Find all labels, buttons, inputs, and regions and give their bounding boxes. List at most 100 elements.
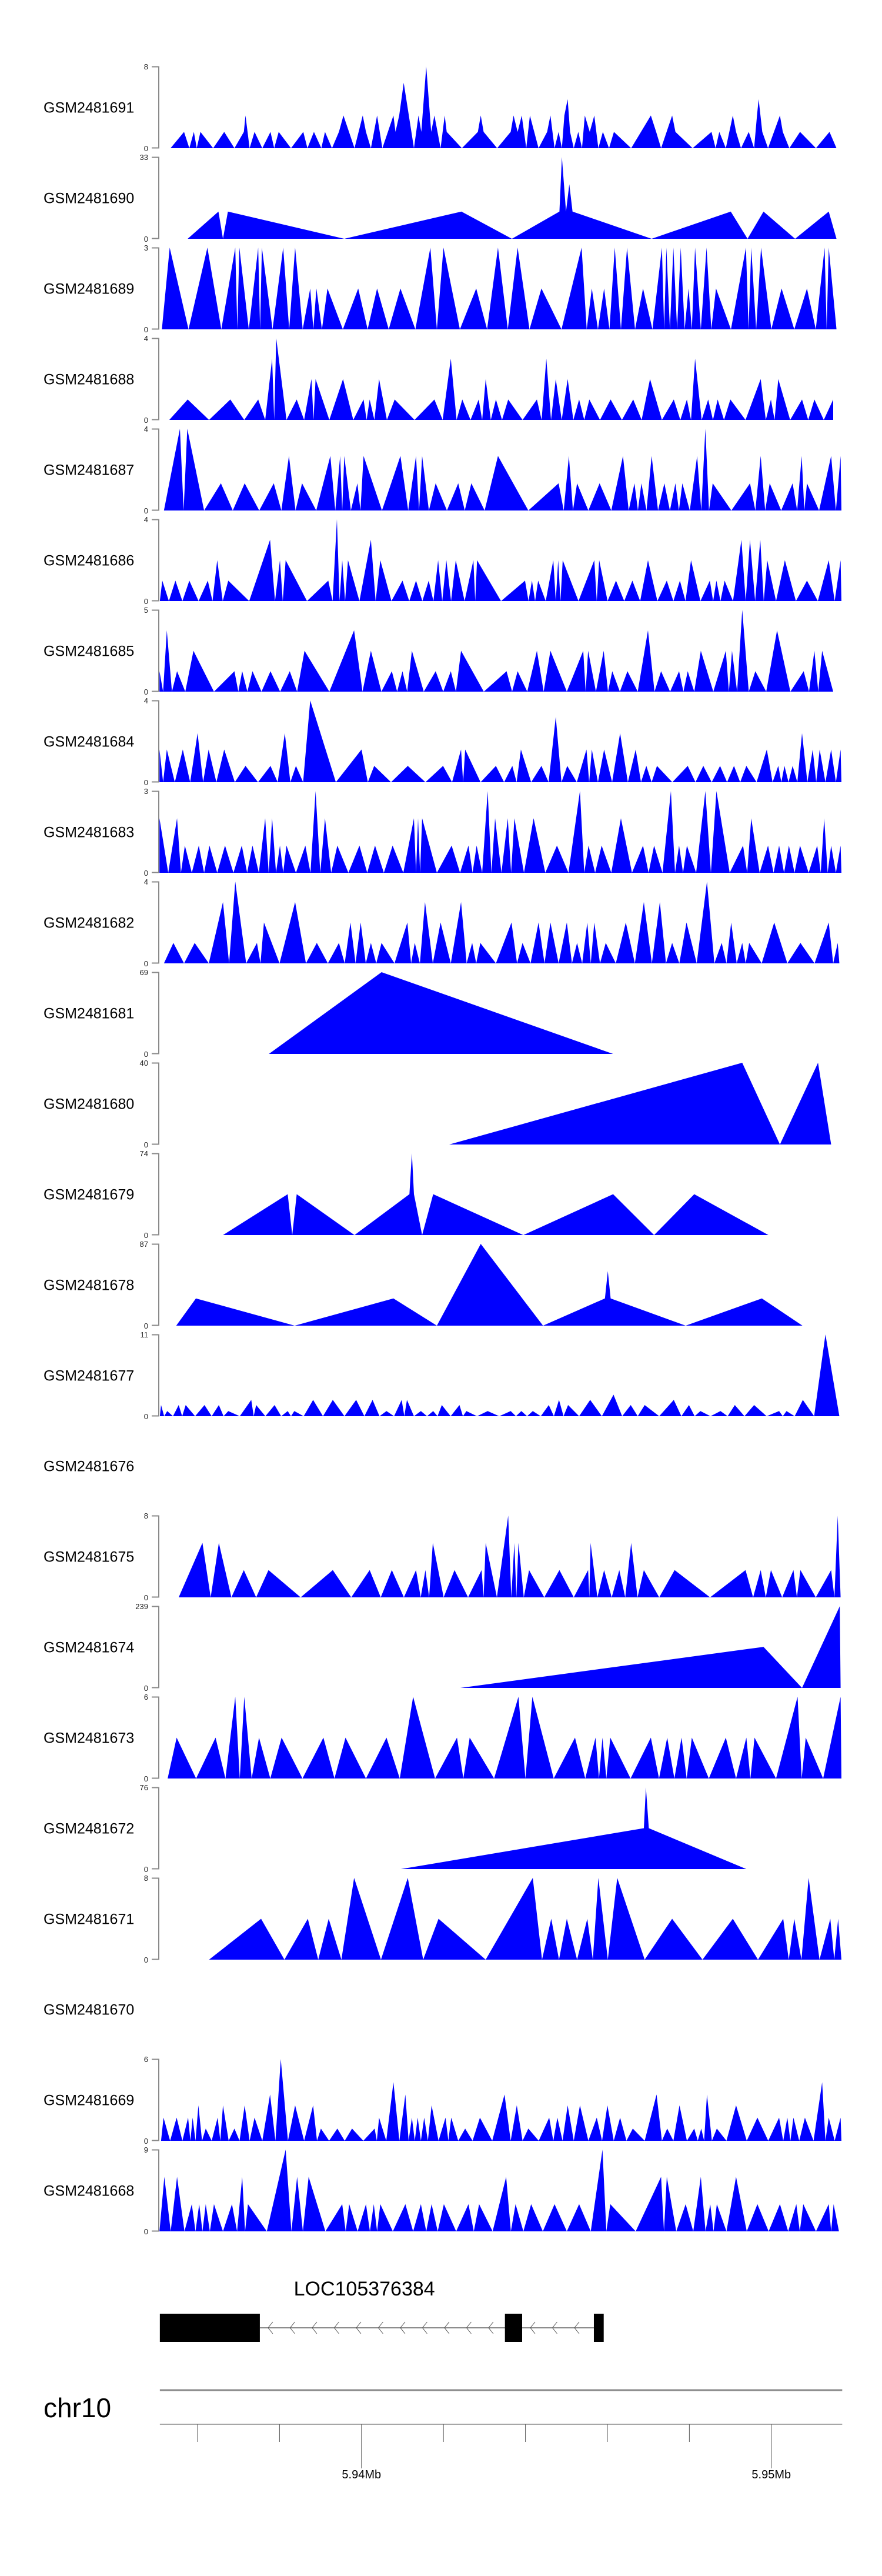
y-tick-min: 0 xyxy=(144,688,148,696)
coverage-area xyxy=(209,1878,841,1960)
coverage-area xyxy=(460,1606,841,1688)
y-tick-max: 74 xyxy=(140,1149,148,1158)
y-tick-max: 76 xyxy=(140,1783,148,1792)
track-label: GSM2481688 xyxy=(44,372,134,388)
axis-tick-label: 5.95Mb xyxy=(751,2468,791,2481)
track-label: GSM2481674 xyxy=(44,1640,134,1656)
y-axis xyxy=(152,700,159,783)
track-GSM2481681: GSM2481681 69 0 xyxy=(44,968,613,1059)
track-GSM2481679: GSM2481679 74 0 xyxy=(44,1149,769,1240)
track-label: GSM2481691 xyxy=(44,100,134,116)
track-GSM2481670: GSM2481670 xyxy=(44,2002,134,2018)
y-tick-min: 0 xyxy=(144,1684,148,1693)
coverage-area xyxy=(168,1697,842,1778)
y-tick-max: 6 xyxy=(144,1693,148,1701)
y-axis xyxy=(152,881,159,964)
y-axis xyxy=(152,1062,159,1145)
track-label: GSM2481668 xyxy=(44,2183,134,2200)
track-GSM2481675: GSM2481675 8 0 xyxy=(44,1511,841,1602)
y-tick-max: 8 xyxy=(144,62,148,71)
coverage-area xyxy=(159,791,842,873)
track-label: GSM2481680 xyxy=(44,1096,134,1113)
coverage-area xyxy=(400,1787,747,1869)
y-tick-max: 6 xyxy=(144,2055,148,2064)
track-label: GSM2481678 xyxy=(44,1277,134,1294)
y-tick-max: 87 xyxy=(140,1240,148,1249)
track-label: GSM2481682 xyxy=(44,915,134,932)
track-GSM2481677: GSM2481677 11 0 xyxy=(44,1330,840,1421)
y-tick-min: 0 xyxy=(144,869,148,877)
y-tick-max: 4 xyxy=(144,425,148,433)
y-tick-max: 4 xyxy=(144,877,148,886)
track-label: GSM2481677 xyxy=(44,1368,134,1384)
y-tick-min: 0 xyxy=(144,1956,148,1964)
strand-chevron-icon xyxy=(377,2321,383,2334)
y-axis xyxy=(152,1877,159,1960)
track-label: GSM2481683 xyxy=(44,825,134,841)
y-axis xyxy=(152,1787,159,1870)
track-GSM2481676: GSM2481676 xyxy=(44,1459,134,1475)
y-tick-max: 8 xyxy=(144,1511,148,1520)
track-GSM2481684: GSM2481684 4 0 xyxy=(44,696,842,787)
y-tick-max: 8 xyxy=(144,1874,148,1883)
coverage-area xyxy=(188,157,837,239)
y-axis xyxy=(152,156,159,239)
y-tick-max: 4 xyxy=(144,696,148,705)
y-tick-max: 4 xyxy=(144,515,148,524)
y-tick-max: 69 xyxy=(140,968,148,977)
coverage-area xyxy=(159,700,842,782)
track-label: GSM2481669 xyxy=(44,2093,134,2109)
track-GSM2481672: GSM2481672 76 0 xyxy=(44,1783,747,1874)
track-GSM2481688: GSM2481688 4 0 xyxy=(44,334,833,425)
strand-chevron-icon xyxy=(400,2321,406,2334)
strand-chevron-icon xyxy=(530,2321,536,2334)
y-tick-min: 0 xyxy=(144,2227,148,2236)
coverage-area xyxy=(269,972,613,1054)
y-tick-max: 3 xyxy=(144,787,148,796)
y-tick-max: 3 xyxy=(144,243,148,252)
coverage-area xyxy=(178,1516,841,1597)
coverage-area xyxy=(223,1153,769,1235)
track-label: GSM2481676 xyxy=(44,1459,134,1475)
y-axis xyxy=(152,247,159,330)
y-axis xyxy=(152,1153,159,1236)
strand-chevron-icon xyxy=(422,2321,427,2334)
track-GSM2481671: GSM2481671 8 0 xyxy=(44,1874,841,1964)
exon xyxy=(593,2314,604,2342)
coverage-area xyxy=(176,1244,803,1326)
track-label: GSM2481686 xyxy=(44,553,134,569)
track-label: GSM2481673 xyxy=(44,1730,134,1747)
coverage-area xyxy=(161,2059,841,2141)
strand-chevron-icon xyxy=(552,2321,557,2334)
coverage-area xyxy=(449,1063,831,1144)
coverage-area xyxy=(159,1334,840,1416)
strand-chevron-icon xyxy=(268,2321,273,2334)
coverage-area xyxy=(171,66,837,148)
track-label: GSM2481675 xyxy=(44,1549,134,1566)
track-GSM2481686: GSM2481686 4 0 xyxy=(44,515,841,606)
track-label: GSM2481690 xyxy=(44,191,134,207)
y-axis xyxy=(152,66,159,149)
y-tick-min: 0 xyxy=(144,325,148,334)
y-axis xyxy=(152,790,159,873)
y-axis xyxy=(152,609,159,692)
track-GSM2481674: GSM2481674 239 0 xyxy=(44,1602,841,1693)
gene-region-track: LOC105376384 xyxy=(159,2278,604,2342)
track-label: GSM2481684 xyxy=(44,734,134,750)
y-tick-max: 239 xyxy=(135,1602,148,1611)
gene-label: LOC105376384 xyxy=(294,2278,435,2300)
y-axis xyxy=(152,519,159,602)
y-tick-max: 9 xyxy=(144,2145,148,2154)
track-GSM2481680: GSM2481680 40 0 xyxy=(44,1059,831,1149)
track-label: GSM2481687 xyxy=(44,462,134,479)
exon xyxy=(159,2314,260,2342)
track-GSM2481685: GSM2481685 5 0 xyxy=(44,606,834,696)
y-tick-min: 0 xyxy=(144,1140,148,1149)
exon xyxy=(505,2314,522,2342)
y-tick-min: 0 xyxy=(144,959,148,968)
y-axis xyxy=(152,2149,159,2232)
y-tick-max: 40 xyxy=(140,1059,148,1067)
track-GSM2481691: GSM2481691 8 0 xyxy=(44,62,837,153)
strand-chevron-icon xyxy=(333,2321,339,2334)
